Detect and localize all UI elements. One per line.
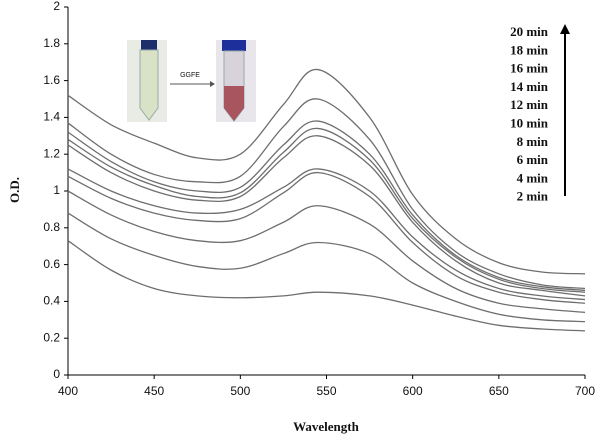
legend-label: 6 min [517,152,549,167]
series-line [67,240,586,332]
time-arrow-head [560,24,570,34]
series-line [67,212,586,323]
annotation: GGFE [180,72,200,79]
y-tick-label: 1.6 [43,73,60,87]
legend-label: 14 min [510,79,549,94]
legend-label: 18 min [510,42,549,57]
y-tick-label: 0.6 [43,257,60,271]
y-tick-label: 0.4 [43,294,60,308]
x-tick-label: 650 [489,384,509,398]
legend-label: 8 min [517,134,549,149]
legend-label: 20 min [510,24,549,39]
series-line [67,68,586,275]
series-line [67,98,586,290]
y-tick-label: 1.4 [43,110,60,124]
x-tick-label: 400 [58,384,78,398]
x-tick-label: 500 [230,384,250,398]
tube-liquid [224,86,244,121]
series-line [67,120,586,292]
x-tick-label: 550 [316,384,336,398]
legend-label: 4 min [517,170,549,185]
tube [139,49,159,121]
y-tick-label: 0.8 [43,220,60,234]
y-tick-label: 1.8 [43,36,60,50]
y-tick-label: 1.2 [43,146,60,160]
x-tick-label: 600 [403,384,423,398]
legend-label: 2 min [517,189,549,204]
series-line [67,127,586,293]
legend-label: 16 min [510,61,549,76]
legend-label: 12 min [510,97,549,112]
y-axis-label: O.D. [7,177,22,203]
tube-cap [141,40,157,50]
series-line [67,168,586,301]
inset-photo: GGFE [127,40,256,122]
arrow-head [210,81,215,87]
series-line [67,190,586,314]
series-line [67,135,586,297]
y-tick-label: 0 [53,367,60,381]
y-tick-label: 2 [53,0,60,13]
x-axis-label: Wavelength [293,419,359,434]
x-tick-label: 700 [575,384,595,398]
x-tick-label: 450 [144,384,164,398]
legend-label: 10 min [510,115,549,130]
tube-cap [222,40,246,51]
y-tick-label: 1 [53,183,60,197]
series-line [67,171,586,304]
y-tick-label: 0.2 [43,330,60,344]
